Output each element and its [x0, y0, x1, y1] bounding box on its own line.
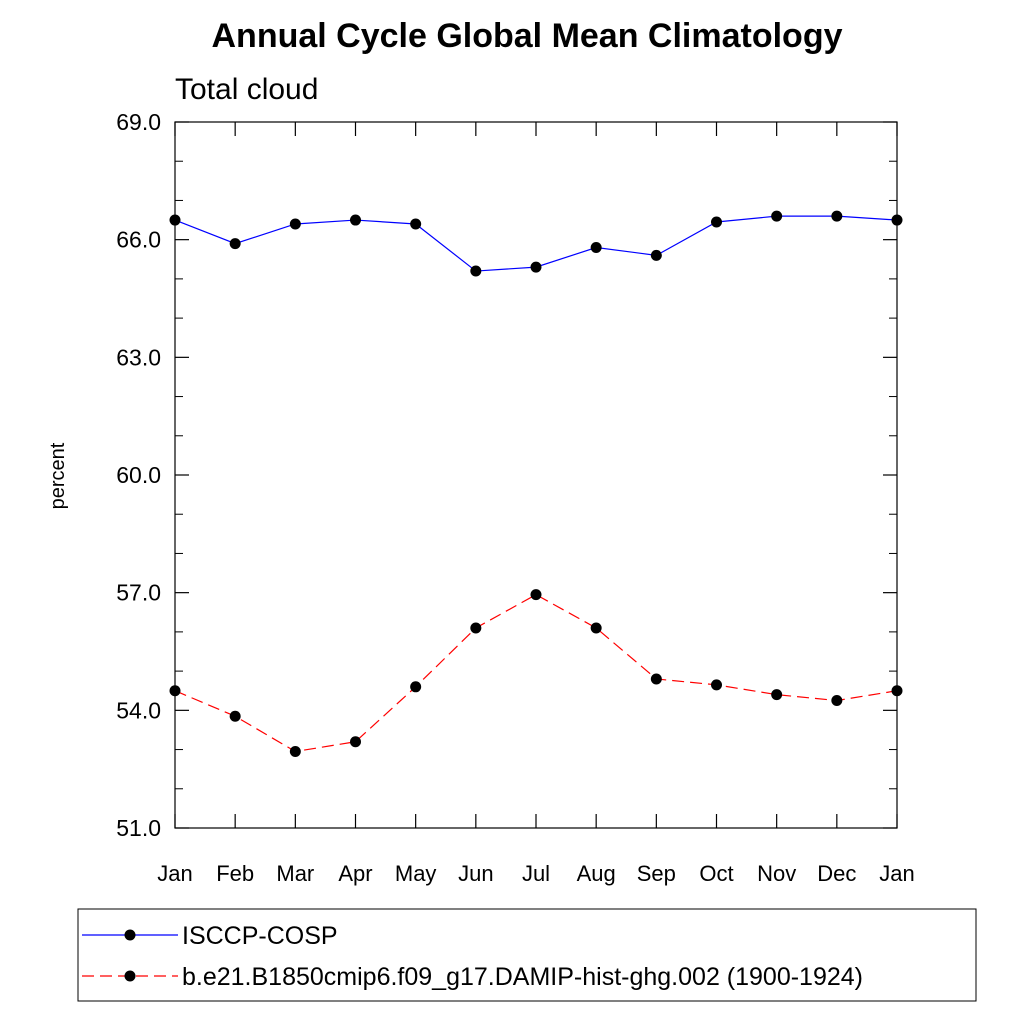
legend: ISCCP-COSP b.e21.B1850cmip6.f09_g17.DAMIP… [82, 922, 863, 991]
x-tick-label: Jan [157, 861, 192, 886]
x-tick-label: Oct [699, 861, 733, 886]
data-point [771, 689, 783, 701]
data-point [530, 261, 542, 273]
y-tick-label: 69.0 [116, 109, 161, 135]
axis-ticks [174, 121, 898, 829]
data-point [410, 218, 422, 230]
data-point [169, 685, 181, 697]
data-point [350, 736, 361, 748]
chart-subtitle: Total cloud [175, 73, 318, 106]
data-point [711, 216, 722, 228]
y-tick-label: 63.0 [116, 344, 161, 370]
x-tick-label: Jul [522, 861, 550, 886]
legend-marker-1 [124, 929, 136, 941]
data-point [650, 673, 662, 685]
data-point [831, 695, 843, 707]
data-point [771, 210, 783, 222]
x-tick-labels: Jan Feb Mar Apr May Jun Jul Aug Sep Oct Nov Dec Jan [157, 861, 914, 886]
x-tick-label: Aug [577, 861, 616, 886]
data-point [169, 214, 181, 226]
x-tick-label: Apr [338, 861, 372, 886]
data-point [891, 214, 903, 226]
data-point [289, 218, 301, 230]
legend-label-2: b.e21.B1850cmip6.f09_g17.DAMIP-hist-ghg.… [182, 963, 863, 991]
data-point [650, 249, 662, 261]
legend-box [77, 908, 977, 1002]
data-point [831, 210, 843, 222]
legend-label-1: ISCCP-COSP [182, 922, 338, 950]
chart-title: Annual Cycle Global Mean Climatology [212, 17, 843, 55]
y-tick-label: 57.0 [116, 580, 161, 606]
x-tick-label: Feb [216, 861, 254, 886]
data-point [590, 242, 602, 254]
data-point [711, 679, 722, 691]
data-point [289, 746, 301, 758]
x-tick-label: Jan [879, 861, 914, 886]
y-axis-label: percent [47, 442, 69, 509]
y-tick-label: 54.0 [116, 697, 161, 723]
data-point [530, 589, 542, 601]
data-point [891, 685, 903, 697]
legend-marker-2 [124, 970, 136, 982]
data-point [350, 214, 361, 226]
y-tick-label: 51.0 [116, 815, 161, 841]
y-tick-label: 60.0 [116, 462, 161, 488]
y-tick-labels: 51.0 54.0 57.0 60.0 63.0 66.0 69.0 [116, 109, 161, 841]
series-layer [169, 210, 903, 758]
x-tick-label: Jun [458, 861, 493, 886]
data-point [470, 622, 482, 634]
data-point [590, 622, 602, 634]
x-tick-label: Sep [637, 861, 676, 886]
data-point [410, 681, 422, 693]
x-tick-label: May [395, 861, 437, 886]
data-point [229, 710, 241, 722]
y-tick-label: 66.0 [116, 227, 161, 253]
x-tick-label: Nov [757, 861, 796, 886]
x-tick-label: Mar [276, 861, 314, 886]
data-point [470, 265, 482, 277]
series-line-2 [174, 593, 898, 753]
x-tick-label: Dec [817, 861, 856, 886]
data-point [229, 238, 241, 250]
